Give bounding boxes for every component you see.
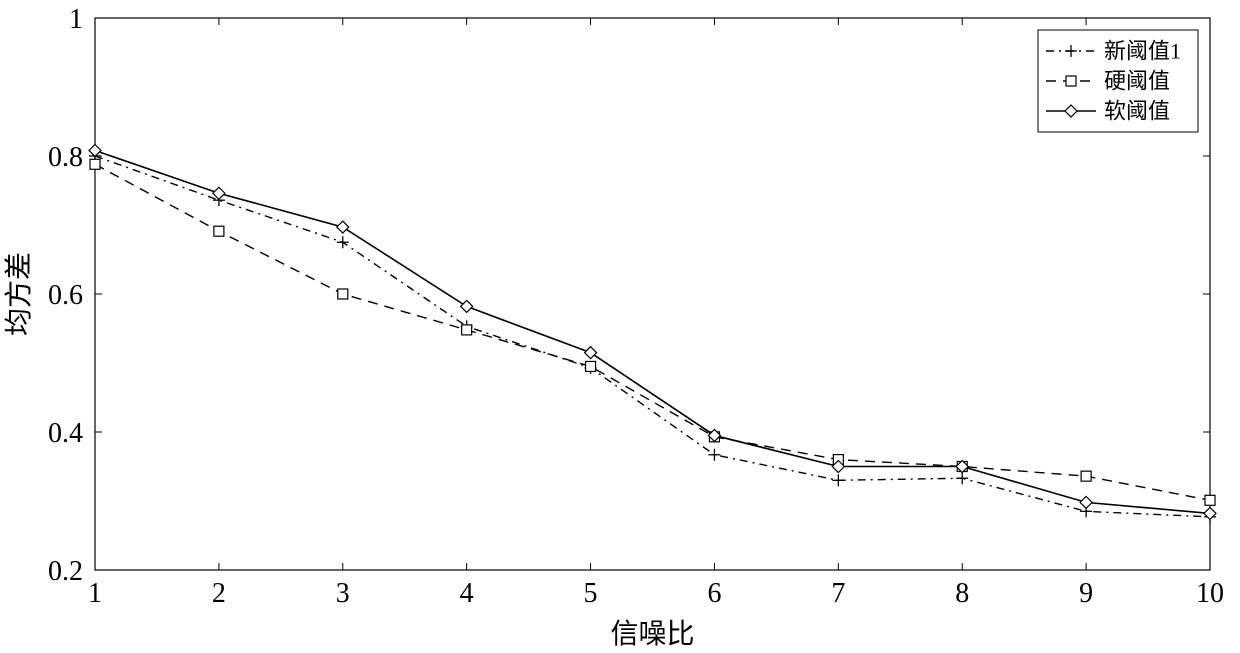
x-tick-label: 6	[707, 578, 721, 609]
x-axis-label: 信噪比	[610, 618, 694, 650]
y-tick-label: 0.6	[48, 280, 83, 311]
legend: 新阈值1 硬阈值软阈值	[1038, 30, 1198, 132]
y-tick-label: 0.8	[48, 142, 83, 173]
y-axis-label: 均方差	[3, 252, 35, 336]
legend-label: 新阈值1	[1104, 39, 1181, 64]
y-tick-label: 1	[69, 4, 83, 35]
x-tick-label: 9	[1079, 578, 1093, 609]
legend-label: 软阈值	[1104, 99, 1170, 124]
x-tick-label: 7	[831, 578, 845, 609]
legend-label: 硬阈值	[1104, 69, 1170, 94]
x-tick-label: 5	[584, 578, 598, 609]
y-tick-label: 0.2	[48, 556, 83, 587]
x-tick-label: 4	[460, 578, 474, 609]
x-tick-label: 3	[336, 578, 350, 609]
x-tick-label: 8	[955, 578, 969, 609]
line-chart: 1 2 3 4 5 6 7 8 9 10 0.2 0.4 0.6 0.8 1 信噪比 均方差 新阈值1 硬阈值软阈值	[0, 0, 1240, 653]
y-tick-label: 0.4	[48, 418, 83, 449]
x-tick-label: 2	[212, 578, 226, 609]
x-tick-label: 10	[1196, 578, 1224, 609]
x-tick-label: 1	[88, 578, 102, 609]
